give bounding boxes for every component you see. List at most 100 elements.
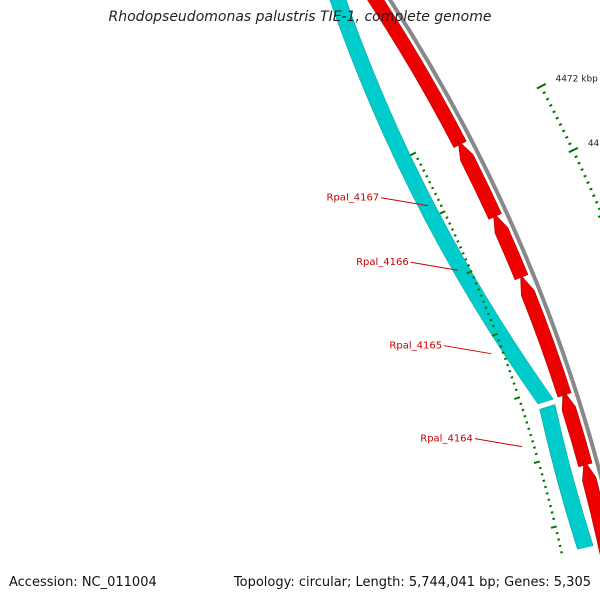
- inner-tick: [531, 440, 535, 443]
- reverse-gene-arrow: [582, 459, 600, 549]
- inner-tick: [479, 294, 483, 298]
- inner-tick: [532, 446, 536, 449]
- inner-tick: [499, 345, 503, 348]
- gene-label-rpal_4164: Rpal_4164: [420, 434, 473, 445]
- inner-tick: [456, 239, 460, 243]
- inner-tick: [501, 351, 505, 355]
- inner-tick: [491, 332, 498, 337]
- minor-tick: [594, 200, 599, 204]
- gene-leader-line: [410, 261, 458, 271]
- inner-tick: [547, 498, 551, 502]
- genome-stats: Topology: circular; Length: 5,744,041 bp…: [233, 575, 591, 590]
- inner-tick: [459, 245, 463, 249]
- inner-tick: [538, 466, 542, 470]
- inner-tick: [453, 234, 457, 237]
- inner-tick: [525, 421, 529, 424]
- inner-tick: [466, 270, 473, 275]
- inner-tick: [540, 473, 544, 476]
- major-tick: [568, 146, 579, 154]
- minor-tick: [583, 174, 587, 178]
- minor-tick: [564, 135, 569, 139]
- backbone-layer: [387, 0, 600, 481]
- inner-tick: [557, 538, 561, 541]
- forward-gene-segment: [539, 404, 594, 550]
- inner-tick: [552, 517, 556, 521]
- inner-tick: [503, 357, 507, 361]
- inner-tick: [506, 363, 510, 367]
- scale-label: 4472 kbp: [555, 75, 598, 85]
- minor-tick: [545, 97, 550, 101]
- inner-tick: [523, 414, 527, 418]
- inner-tick: [542, 479, 546, 482]
- inner-tick: [422, 169, 426, 172]
- minor-tick: [574, 155, 578, 159]
- inner-tick: [549, 504, 552, 508]
- forward-gene-segment: [329, 0, 554, 405]
- minor-tick: [589, 187, 593, 191]
- inner-tick: [534, 452, 538, 456]
- inner-tick: [477, 288, 481, 291]
- gene-labels: Rpal_4167 Rpal_4166 Rpal_4165 Rpal_4164: [327, 193, 523, 448]
- forward-strand-track: [329, 0, 594, 550]
- inner-tick: [464, 257, 468, 261]
- inner-tick: [489, 318, 493, 322]
- inner-tick: [466, 263, 471, 267]
- inner-tick: [512, 382, 516, 385]
- minor-tick: [548, 103, 553, 107]
- inner-tick: [428, 180, 432, 184]
- inner-tick: [513, 396, 521, 400]
- inner-tick: [491, 324, 495, 328]
- minor-tick: [558, 122, 563, 127]
- gene-leader-line: [474, 438, 523, 448]
- minor-tick: [555, 116, 560, 120]
- inner-tick: [409, 151, 417, 157]
- reverse-gene-arrow: [597, 543, 600, 556]
- inner-tick: [508, 369, 512, 373]
- genome-backbone: [387, 0, 600, 481]
- scale-label: 4470 kbp: [588, 139, 600, 149]
- genome-title: Rhodopseudomonas palustris TIE-1, comple…: [108, 9, 492, 25]
- minor-tick: [592, 194, 596, 198]
- inner-tick: [558, 544, 562, 548]
- inner-tick: [472, 276, 476, 279]
- inner-tick: [450, 228, 455, 231]
- inner-tick: [474, 282, 478, 285]
- inner-tick: [527, 427, 531, 431]
- inner-scale-ticks: [409, 151, 563, 554]
- inner-tick: [544, 485, 547, 489]
- gene-label-rpal_4166: Rpal_4166: [356, 257, 409, 268]
- inner-tick: [521, 408, 525, 412]
- major-tick: [536, 82, 547, 90]
- inner-tick: [436, 198, 440, 202]
- minor-tick: [542, 91, 547, 95]
- minor-tick: [568, 142, 572, 146]
- inner-tick: [545, 492, 549, 495]
- gene-leader-line: [381, 197, 429, 207]
- inner-tick: [510, 376, 514, 379]
- minor-tick: [552, 110, 556, 114]
- inner-tick: [514, 388, 518, 392]
- inner-tick: [533, 460, 541, 465]
- reverse-strand-track: [367, 0, 600, 556]
- scale-ticks: 4472 kbp4470 kbp4468 kbp4466 kbp4464 kbp…: [536, 75, 600, 219]
- minor-tick: [586, 181, 590, 185]
- inner-tick: [439, 210, 446, 215]
- inner-tick: [433, 192, 438, 196]
- inner-tick: [497, 338, 501, 342]
- inner-tick: [484, 306, 488, 310]
- inner-tick: [560, 551, 563, 554]
- minor-tick: [580, 168, 584, 172]
- inner-tick: [550, 511, 554, 514]
- inner-tick: [555, 531, 559, 535]
- gene-label-rpal_4167: Rpal_4167: [327, 193, 380, 204]
- inner-tick: [486, 312, 491, 316]
- gene-leader-line: [443, 345, 492, 355]
- inner-tick: [419, 163, 423, 167]
- inner-tick: [445, 216, 449, 220]
- inner-tick: [529, 433, 533, 437]
- inner-tick: [439, 204, 443, 208]
- gene-label-rpal_4165: Rpal_4165: [389, 341, 442, 352]
- inner-tick: [519, 402, 523, 406]
- inner-tick: [550, 525, 558, 529]
